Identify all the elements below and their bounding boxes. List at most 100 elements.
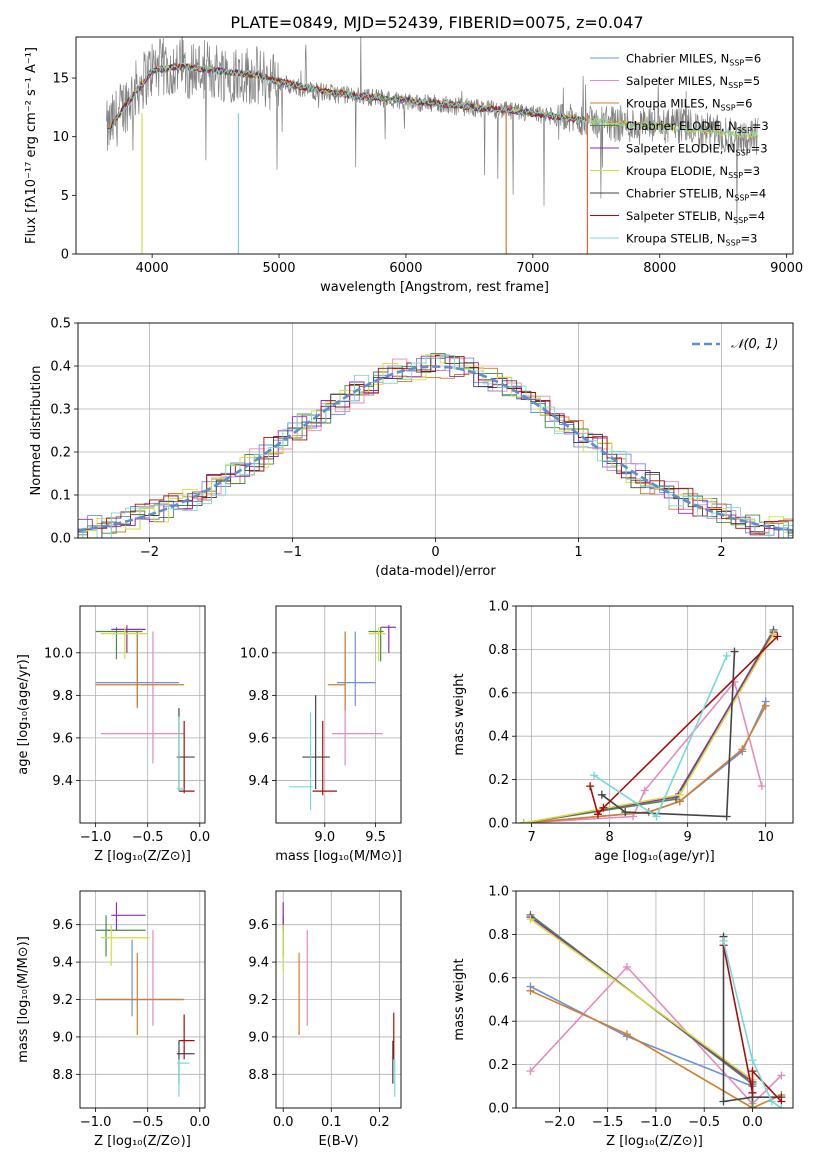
x-tick-label: 10: [757, 830, 774, 845]
x-tick-label: 8: [605, 830, 613, 845]
y-tick-label: 9.6: [52, 731, 73, 746]
histogram-krm: [82, 367, 793, 538]
x-tick-label: −2: [140, 545, 159, 560]
weight-marker-sam: [640, 786, 649, 795]
plot-area: [282, 902, 396, 1097]
normal-reference-curve: [78, 365, 793, 532]
y-axis-label: mass [log₁₀(M/M⊙)]: [16, 936, 31, 1063]
legend-label-chm: Chabrier MILES, NSSP=6: [626, 52, 761, 68]
x-tick-label: 0.0: [189, 1115, 210, 1130]
weight-marker-kre: [519, 819, 528, 823]
axes-frame: [77, 322, 794, 539]
weight-marker-sas: [586, 782, 595, 791]
weight-marker-chs: [621, 808, 630, 817]
legend-normal-label: 𝒩(0, 1): [731, 337, 778, 352]
y-axis-label: mass weight: [452, 958, 467, 1040]
y-tick-label: 9.0: [248, 1030, 269, 1045]
axes-frame: [75, 36, 794, 255]
y-tick-label: 10.0: [240, 646, 269, 661]
weight-line-krs: [722, 940, 782, 1108]
weight-line-sas: [589, 635, 778, 816]
weight-line-chm: [530, 985, 754, 1108]
x-tick-label: 0.1: [321, 1115, 342, 1130]
x-axis-label: Z [log₁₀(Z/Z⊙)]: [606, 1134, 703, 1149]
y-axis-label: Flux [fλ10⁻¹⁷ erg cm⁻² s⁻¹ A⁻¹]: [24, 47, 39, 244]
plot-area: [106, 37, 759, 254]
axes-frame: [275, 890, 402, 1109]
weight-marker-krs: [590, 771, 599, 780]
y-tick-label: 0.0: [488, 817, 509, 832]
weight-marker-sas: [773, 632, 782, 641]
x-tick-label: −1.0: [640, 1115, 672, 1130]
y-tick-label: 1.0: [488, 600, 509, 615]
weight-marker-sam: [622, 962, 631, 971]
y-tick-label: 9.6: [248, 731, 269, 746]
weight-line-kre: [530, 918, 753, 1081]
panel-mass_vs_ebv: 0.0 0.1 0.2 8.8 9.0 9.2 9.4 9.6 E(B-V): [248, 890, 402, 1149]
x-tick-label: 9.5: [365, 830, 386, 845]
x-tick-label: 9: [684, 830, 692, 845]
weight-marker-kre: [675, 790, 684, 799]
x-axis-label: wavelength [Angstrom, rest frame]: [320, 280, 549, 295]
y-tick-label: 9.4: [52, 956, 73, 971]
weight-marker-krs: [652, 812, 661, 821]
x-axis-label: (data-model)/error: [375, 564, 496, 579]
y-tick-label: 9.6: [52, 918, 73, 933]
x-tick-label: 6000: [389, 261, 422, 276]
legend-label-sam: Salpeter MILES, NSSP=5: [626, 74, 760, 90]
y-tick-label: 0.0: [488, 1102, 509, 1117]
model-spectrum-sas: [107, 62, 586, 133]
weight-marker-sam: [777, 1071, 786, 1080]
y-tick-label: 0.8: [488, 643, 509, 658]
plot-area: [519, 625, 782, 823]
x-axis-label: mass [log₁₀(M/M⊙)]: [275, 849, 402, 864]
plot-area: [95, 625, 195, 794]
x-tick-label: 7000: [516, 261, 549, 276]
y-tick-label: 9.0: [52, 1030, 73, 1045]
weight-marker-sas: [593, 810, 602, 819]
x-tick-label: 0.2: [369, 1115, 390, 1130]
axes-frame: [79, 605, 206, 824]
panel-age_vs_z: −1.0 −0.5 0.0 9.4 9.6 9.8 10.0 Z [log₁₀(Z/Z⊙)] a…: [16, 605, 210, 864]
panel-age_vs_mass: 9.0 9.5 9.4 9.6 9.8 10.0 mass [log₁₀(M/M⊙)]: [240, 605, 402, 864]
y-tick-label: 0: [61, 248, 69, 263]
y-tick-label: 9.4: [248, 956, 269, 971]
y-tick-label: 9.4: [52, 774, 73, 789]
weight-marker-sam: [526, 1067, 535, 1076]
y-tick-label: 10.0: [44, 646, 73, 661]
x-axis-label: Z [log₁₀(Z/Z⊙)]: [94, 1134, 191, 1149]
x-axis-label: Z [log₁₀(Z/Z⊙)]: [94, 849, 191, 864]
x-tick-label: 9000: [770, 261, 803, 276]
y-tick-label: 0.1: [50, 489, 71, 504]
axes-frame: [515, 605, 794, 824]
x-tick-label: −0.5: [132, 1115, 164, 1130]
x-tick-label: −1: [283, 545, 302, 560]
x-tick-label: 9.0: [314, 830, 335, 845]
weight-marker-chs: [722, 812, 731, 821]
weight-marker-krm: [526, 986, 535, 995]
x-tick-label: 5000: [262, 261, 295, 276]
x-tick-label: 8000: [643, 261, 676, 276]
plot-area: [78, 353, 793, 538]
panel-mass_vs_z: −1.0 −0.5 0.0 8.8 9.0 9.2 9.4 9.6 Z [log₁₀(Z/Z⊙)…: [16, 890, 210, 1149]
weight-marker-sas: [748, 1067, 757, 1076]
weight-marker-krm: [738, 745, 747, 754]
y-tick-label: 0.2: [488, 1058, 509, 1073]
y-axis-label: Normed distribution: [29, 366, 44, 496]
x-tick-label: 0: [431, 545, 439, 560]
y-tick-label: 0.2: [488, 773, 509, 788]
x-tick-label: −1.0: [80, 830, 112, 845]
weight-line-chs: [722, 936, 782, 1103]
weight-marker-krs: [777, 1104, 786, 1108]
weight-line-kre: [523, 633, 775, 823]
y-tick-label: 0.4: [488, 730, 509, 745]
x-axis-label: E(B-V): [318, 1134, 358, 1149]
x-tick-label: −1.0: [80, 1115, 112, 1130]
legend: Chabrier MILES, NSSP=6 Salpeter MILES, NS…: [590, 52, 769, 248]
histogram-sas: [78, 354, 793, 538]
model-spectrum-krs: [107, 63, 759, 138]
y-tick-label: 0.4: [488, 1015, 509, 1030]
x-tick-label: 0.0: [742, 1115, 763, 1130]
weight-marker-sas: [599, 803, 608, 812]
